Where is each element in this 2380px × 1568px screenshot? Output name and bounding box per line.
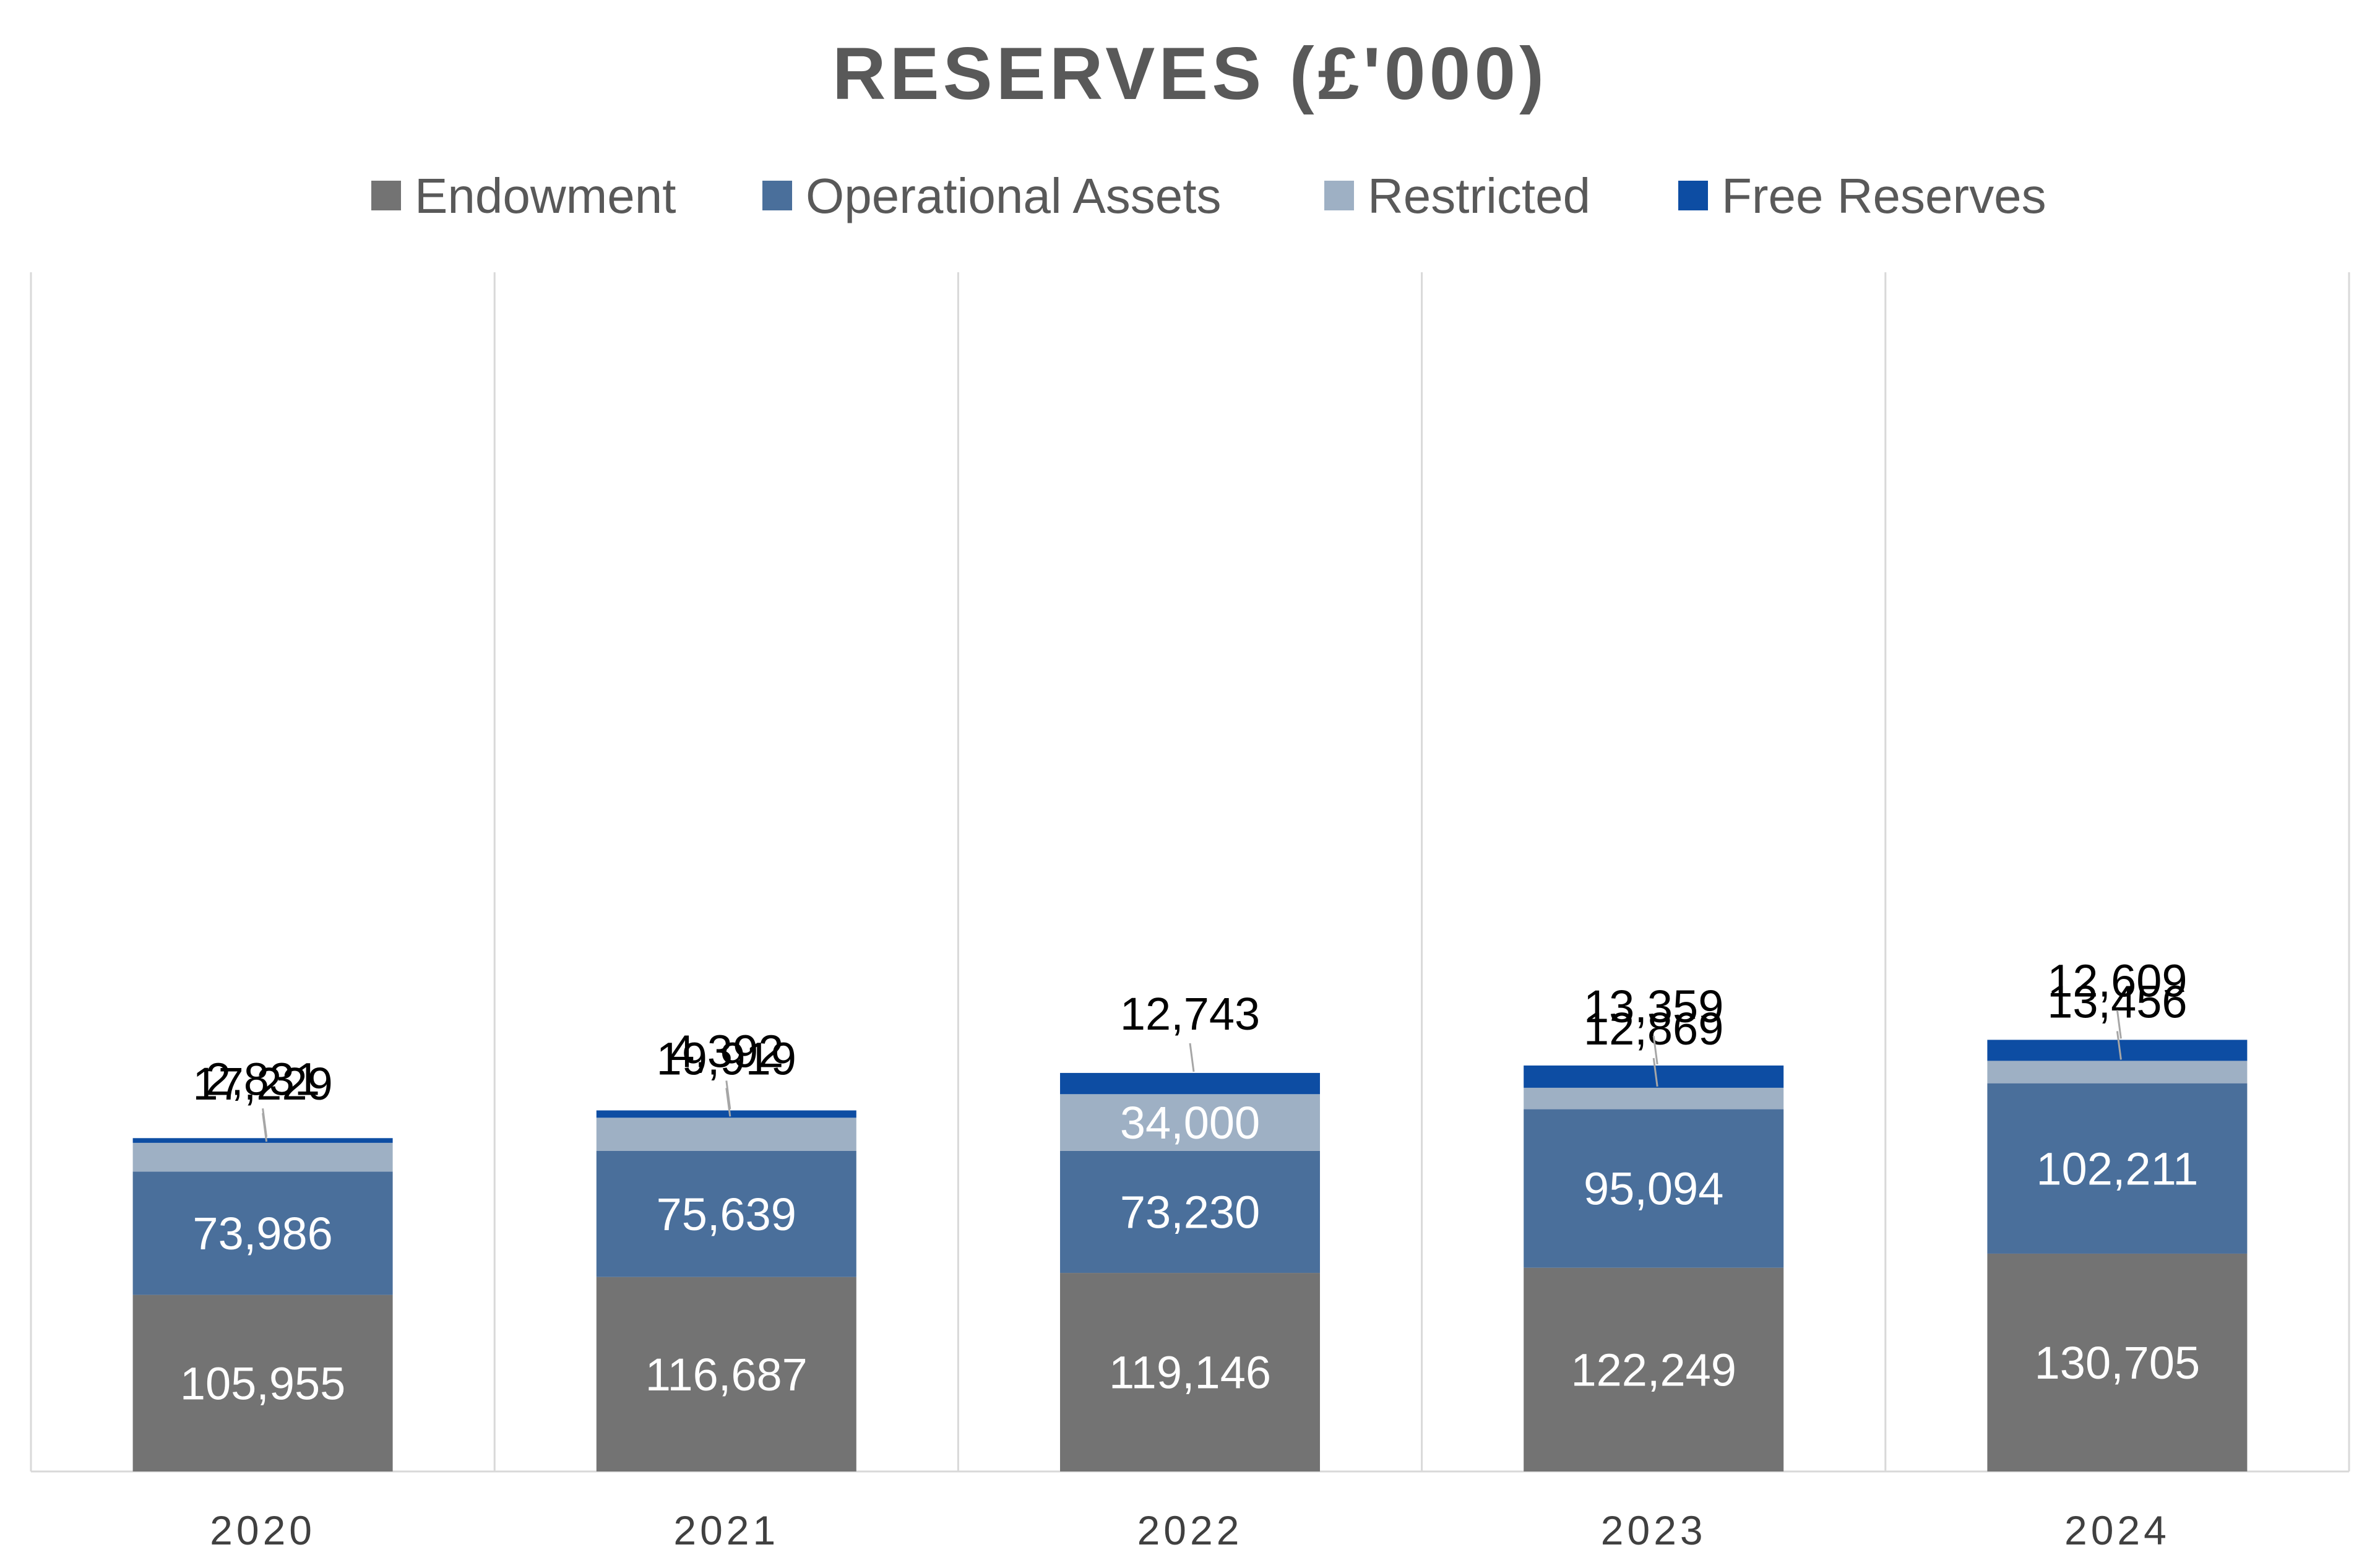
leader-line-free-reserves-2024: [2116, 1010, 2122, 1039]
data-label-endowment-2020: 105,955: [180, 1358, 346, 1409]
data-label-restricted-2023: 12,869: [1584, 1003, 1723, 1054]
x-tick-label-2022: 2022: [1137, 1507, 1243, 1553]
data-label-free-reserves-2024: 12,609: [2047, 955, 2187, 1006]
bar-segment-endowment-2020: [132, 1294, 393, 1471]
legend-label-free-reserves: Free Reserves: [1722, 168, 2046, 223]
data-label-free-reserves-2022: 12,743: [1120, 988, 1260, 1040]
leader-line-restricted-2024: [2116, 1031, 2122, 1060]
leader-line-restricted-2023: [1652, 1058, 1658, 1087]
data-label-endowment-2021: 116,687: [645, 1349, 808, 1400]
bar-segment-free-reserves-2024: [1987, 1040, 2248, 1061]
data-label-operational-assets-2023: 95,094: [1584, 1163, 1723, 1215]
legend-swatch-restricted: [1324, 181, 1354, 210]
legend-item-operational-assets: Operational Assets: [762, 168, 1221, 223]
bar-segment-restricted-2020: [132, 1142, 393, 1172]
data-label-restricted-2024: 13,456: [2047, 976, 2187, 1027]
bar-segment-operational-assets-2020: [132, 1171, 393, 1295]
data-label-free-reserves-2021: 4,392: [669, 1025, 783, 1077]
x-tick-label-2021: 2021: [673, 1507, 779, 1553]
legend-item-restricted: Restricted: [1324, 168, 1590, 223]
bar-segment-restricted-2021: [596, 1118, 856, 1151]
data-label-operational-assets-2020: 73,986: [192, 1208, 332, 1259]
bar-segment-free-reserves-2020: [132, 1138, 393, 1143]
data-label-operational-assets-2021: 75,639: [657, 1189, 796, 1240]
bar-stack-2023: [1524, 1065, 1784, 1471]
data-label-endowment-2024: 130,705: [2035, 1337, 2201, 1389]
bar-stack-2021: [596, 1110, 856, 1471]
bar-segment-operational-assets-2021: [596, 1150, 856, 1277]
bar-segment-free-reserves-2023: [1524, 1065, 1784, 1088]
legend-swatch-operational-assets: [762, 181, 792, 210]
legend: Endowment Operational Assets Restricted Fre…: [371, 168, 2046, 223]
bar-stack-group: [132, 1040, 2248, 1471]
bar-segment-free-reserves-2021: [596, 1110, 856, 1118]
legend-swatch-free-reserves: [1678, 181, 1708, 210]
bar-stack-2024: [1987, 1040, 2248, 1471]
legend-label-restricted: Restricted: [1368, 168, 1590, 223]
bar-stack-2020: [132, 1138, 393, 1471]
bar-segment-operational-assets-2022: [1060, 1150, 1320, 1273]
bar-segment-free-reserves-2022: [1060, 1072, 1320, 1095]
data-label-restricted-2021: 19,919: [657, 1033, 796, 1084]
leader-line-free-reserves-2021: [725, 1080, 731, 1109]
x-axis-tick-labels: 2020 2021 2022 2023 2024: [210, 1507, 2170, 1553]
bar-segment-operational-assets-2023: [1524, 1109, 1784, 1268]
legend-swatch-endowment: [371, 181, 401, 210]
bar-stack-2022: [1060, 1072, 1320, 1471]
data-label-operational-assets-2022: 73,230: [1120, 1186, 1260, 1238]
bar-segment-endowment-2023: [1524, 1267, 1784, 1471]
data-label-restricted-2022: 34,000: [1120, 1097, 1260, 1148]
data-label-endowment-2023: 122,249: [1571, 1344, 1736, 1395]
data-label-free-reserves-2020: 2,831: [205, 1053, 320, 1105]
leader-line-restricted-2021: [725, 1088, 731, 1117]
data-label-free-reserves-2023: 13,359: [1584, 981, 1723, 1032]
data-label-restricted-2020: 17,229: [192, 1058, 332, 1109]
leader-line-free-reserves-2023: [1652, 1035, 1658, 1065]
x-tick-label-2023: 2023: [1601, 1507, 1707, 1553]
bar-segment-operational-assets-2024: [1987, 1083, 2248, 1254]
legend-item-endowment: Endowment: [371, 168, 676, 223]
bar-segment-restricted-2024: [1987, 1061, 2248, 1083]
bar-segment-endowment-2024: [1987, 1253, 2248, 1471]
x-tick-label-2024: 2024: [2064, 1507, 2170, 1553]
data-label-operational-assets-2024: 102,211: [2036, 1143, 2198, 1194]
chart-title: RESERVES (£'000): [832, 32, 1548, 115]
legend-label-endowment: Endowment: [415, 168, 676, 223]
data-label-endowment-2022: 119,146: [1109, 1347, 1271, 1398]
x-tick-label-2020: 2020: [210, 1507, 316, 1553]
bar-segment-endowment-2021: [596, 1277, 856, 1471]
leader-line-free-reserves-2022: [1189, 1043, 1195, 1072]
bar-segment-restricted-2023: [1524, 1087, 1784, 1109]
leader-line-free-reserves-2020: [262, 1108, 268, 1137]
legend-item-free-reserves: Free Reserves: [1678, 168, 2046, 223]
bar-segment-endowment-2022: [1060, 1273, 1320, 1471]
bar-segment-restricted-2022: [1060, 1094, 1320, 1151]
legend-label-operational-assets: Operational Assets: [806, 168, 1221, 223]
